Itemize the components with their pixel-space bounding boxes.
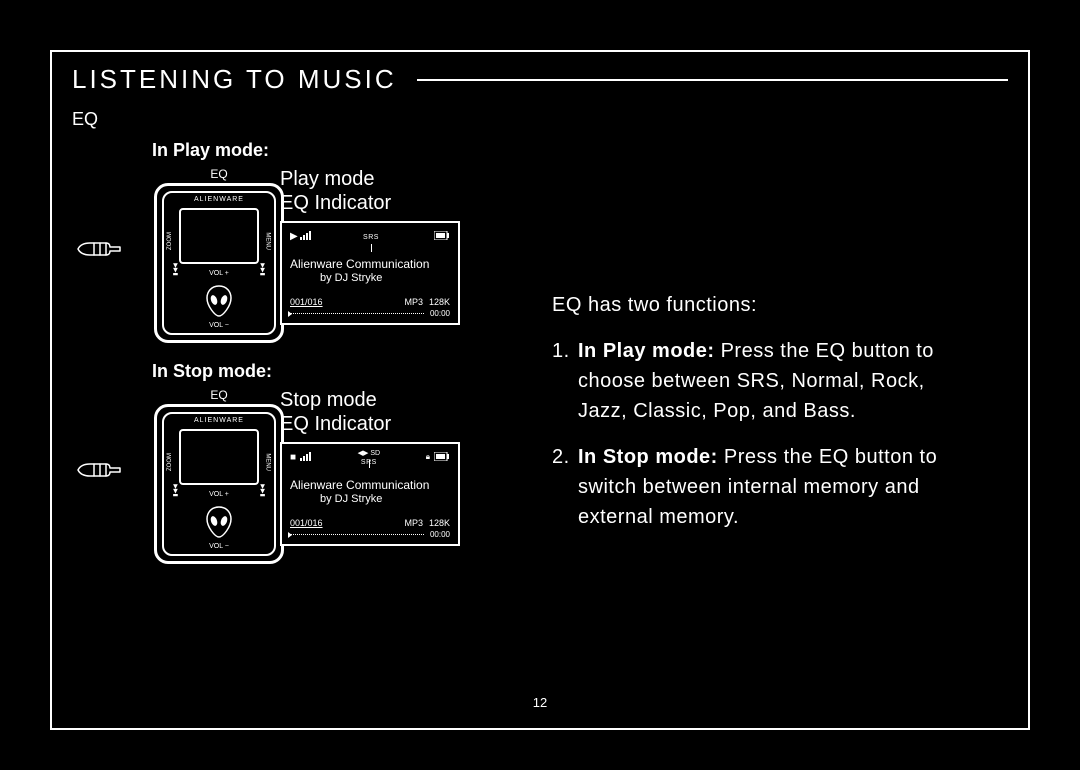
alien-icon [205, 505, 233, 539]
song-artist: by DJ Stryke [320, 493, 450, 507]
indicator-title-l1: Play mode [280, 168, 375, 190]
section-label: EQ [52, 105, 1028, 130]
hand-icon [76, 450, 124, 486]
instructions-list: 1. In Play mode: Press the EQ button to … [552, 336, 978, 532]
instruction-item: 2. In Stop mode: Press the EQ button to … [552, 442, 978, 532]
indicator-top-row: ■ ◀▶ SD SRS 🔒︎ [290, 450, 450, 464]
indicator-title-l2: EQ Indicator [280, 192, 391, 214]
vol-plus-label: VOL + [209, 270, 229, 277]
left-column: In Play mode: EQ ALIENWARE VOL + VOL [112, 130, 512, 582]
track-counter: 001/016 [290, 297, 323, 307]
battery-icon [434, 452, 450, 463]
play-mode-heading: In Play mode: [152, 140, 512, 161]
indicator-title-stop: Stop mode EQ Indicator [280, 388, 470, 436]
stop-mode-heading: In Stop mode: [152, 361, 512, 382]
title-rule [417, 79, 1008, 81]
indicator-top-row: ▶ SRS [290, 229, 450, 243]
page-title: LISTENING TO MUSIC [72, 64, 397, 95]
song-title: Alienware Communication [290, 478, 450, 493]
indicator-title-l2: EQ Indicator [280, 413, 391, 435]
item-body: In Play mode: Press the EQ button to cho… [578, 336, 978, 426]
item-bold: In Play mode: [578, 340, 715, 362]
zoom-label: ZOOM [167, 232, 173, 250]
prev-label: ▮◀◀ [172, 484, 179, 497]
device-brand: ALIENWARE [157, 196, 281, 203]
indicator-col-stop: Stop mode EQ Indicator ■ ◀▶ SD SRS [280, 388, 470, 546]
indicator-screen-stop: ■ ◀▶ SD SRS 🔒︎ Alienware Communicati [280, 442, 460, 546]
battery-icon [434, 231, 450, 242]
hand-icon [76, 229, 124, 265]
stop-mode-row: EQ ALIENWARE VOL + VOL − ZOOM MENU [112, 388, 512, 564]
menu-label: MENU [265, 232, 271, 250]
indicator-tick [371, 244, 372, 252]
item-body: In Stop mode: Press the EQ button to swi… [578, 442, 978, 532]
signal-icon [300, 451, 312, 463]
play-state-icon: ▶ [290, 231, 300, 242]
indicator-title-play: Play mode EQ Indicator [280, 167, 470, 215]
manual-page: LISTENING TO MUSIC EQ In Play mode: EQ A [50, 50, 1030, 730]
format-label: MP3 [404, 518, 423, 528]
track-counter: 001/016 [290, 518, 323, 528]
device-screen [179, 208, 259, 264]
instructions-intro: EQ has two functions: [552, 290, 978, 320]
item-number: 2. [552, 442, 578, 532]
right-column: EQ has two functions: 1. In Play mode: P… [552, 130, 1008, 582]
indicator-song: Alienware Communication by DJ Stryke [290, 257, 450, 286]
indicator-screen-play: ▶ SRS Alienware Communication [280, 221, 460, 325]
indicator-title-l1: Stop mode [280, 389, 377, 411]
device-block-stop: EQ ALIENWARE VOL + VOL − ZOOM MENU [112, 388, 262, 564]
sd-label: ◀▶ SD [358, 450, 380, 457]
bitrate-label: 128K [429, 297, 450, 307]
indicator-mid: ◀▶ SD SRS [312, 448, 426, 466]
indicator-meta: 001/016 MP3 128K [290, 518, 450, 528]
next-label: ▶▶▮ [259, 484, 266, 497]
song-title: Alienware Communication [290, 257, 450, 272]
menu-label: MENU [265, 453, 271, 471]
vol-minus-label: VOL − [209, 543, 229, 550]
lock-icon: 🔒︎ [426, 452, 430, 462]
device-screen [179, 429, 259, 485]
item-number: 1. [552, 336, 578, 426]
title-row: LISTENING TO MUSIC [52, 52, 1028, 105]
instruction-item: 1. In Play mode: Press the EQ button to … [552, 336, 978, 426]
device-brand: ALIENWARE [157, 417, 281, 424]
bitrate-label: 128K [429, 518, 450, 528]
zoom-label: ZOOM [167, 453, 173, 471]
play-mode-row: EQ ALIENWARE VOL + VOL − ZOOM MENU [112, 167, 512, 343]
song-artist: by DJ Stryke [320, 272, 450, 286]
indicator-tick [369, 460, 370, 468]
indicator-meta: 001/016 MP3 128K [290, 297, 450, 307]
device-play: ALIENWARE VOL + VOL − ZOOM MENU ▮◀◀ ▶▶▮ [154, 183, 284, 343]
alien-icon [205, 284, 233, 318]
next-label: ▶▶▮ [259, 263, 266, 276]
vol-plus-label: VOL + [209, 491, 229, 498]
indicator-song: Alienware Communication by DJ Stryke [290, 478, 450, 507]
format-label: MP3 [404, 297, 423, 307]
prev-label: ▮◀◀ [172, 263, 179, 276]
stop-state-icon: ■ [290, 452, 300, 463]
device-block-play: EQ ALIENWARE VOL + VOL − ZOOM MENU [112, 167, 262, 343]
progress-bar: 00:00 [290, 309, 450, 317]
device-stop: ALIENWARE VOL + VOL − ZOOM MENU ▮◀◀ ▶▶▮ [154, 404, 284, 564]
item-bold: In Stop mode: [578, 446, 718, 468]
progress-track [290, 313, 424, 314]
time-label: 00:00 [430, 530, 450, 539]
content: In Play mode: EQ ALIENWARE VOL + VOL [52, 130, 1028, 602]
page-number: 12 [52, 695, 1028, 710]
eq-label-play: EQ [154, 167, 284, 181]
eq-label-stop: EQ [154, 388, 284, 402]
srs-label: SRS [363, 234, 379, 241]
signal-icon [300, 230, 312, 242]
progress-bar: 00:00 [290, 530, 450, 538]
time-label: 00:00 [430, 309, 450, 318]
indicator-col-play: Play mode EQ Indicator ▶ SRS [280, 167, 470, 325]
indicator-mid: SRS [312, 232, 430, 241]
progress-track [290, 534, 424, 535]
vol-minus-label: VOL − [209, 322, 229, 329]
